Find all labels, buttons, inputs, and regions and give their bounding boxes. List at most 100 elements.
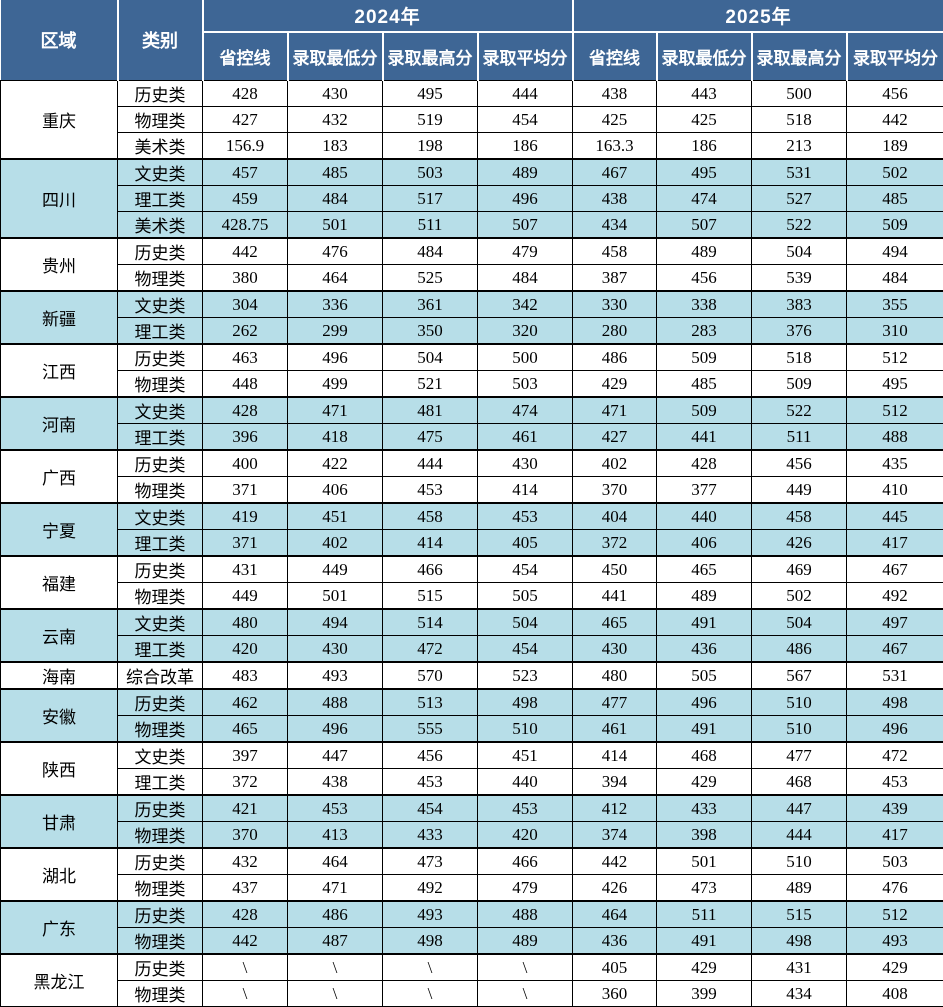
- score-cell: 453: [383, 477, 478, 504]
- score-cell: 442: [203, 928, 288, 955]
- category-cell: 理工类: [118, 636, 203, 663]
- score-cell: 434: [573, 212, 657, 239]
- score-cell: 515: [752, 901, 847, 928]
- score-cell: 509: [847, 212, 943, 239]
- header-metric: 省控线: [573, 32, 657, 81]
- score-cell: 457: [203, 159, 288, 186]
- score-cell: 429: [847, 954, 943, 981]
- header-metric: 录取平均分: [478, 32, 573, 81]
- score-cell: 396: [203, 424, 288, 451]
- score-cell: 481: [383, 397, 478, 424]
- category-cell: 历史类: [118, 848, 203, 875]
- score-cell: 511: [657, 901, 752, 928]
- score-cell: 429: [657, 769, 752, 796]
- score-cell: 487: [288, 928, 383, 955]
- score-cell: 412: [573, 795, 657, 822]
- score-cell: 468: [657, 742, 752, 769]
- score-cell: 501: [288, 583, 383, 610]
- score-cell: 511: [752, 424, 847, 451]
- category-cell: 理工类: [118, 424, 203, 451]
- score-cell: 420: [478, 822, 573, 849]
- score-cell: 503: [383, 159, 478, 186]
- category-cell: 理工类: [118, 530, 203, 557]
- score-cell: 476: [288, 238, 383, 265]
- score-cell: 372: [573, 530, 657, 557]
- score-cell: 464: [288, 848, 383, 875]
- category-cell: 历史类: [118, 344, 203, 371]
- score-cell: 512: [847, 397, 943, 424]
- score-cell: 498: [847, 689, 943, 716]
- score-cell: 480: [203, 609, 288, 636]
- score-cell: 505: [478, 583, 573, 610]
- region-cell: 贵州: [1, 238, 118, 291]
- score-cell: 299: [288, 318, 383, 345]
- score-cell: 480: [573, 662, 657, 689]
- score-cell: 440: [657, 503, 752, 530]
- score-cell: 500: [478, 344, 573, 371]
- score-cell: 444: [752, 822, 847, 849]
- score-cell: 503: [847, 848, 943, 875]
- score-cell: 431: [203, 556, 288, 583]
- score-cell: 431: [752, 954, 847, 981]
- score-cell: 370: [203, 822, 288, 849]
- category-cell: 历史类: [118, 81, 203, 107]
- category-cell: 文史类: [118, 742, 203, 769]
- score-cell: 438: [573, 186, 657, 212]
- score-cell: 433: [657, 795, 752, 822]
- score-cell: 387: [573, 265, 657, 292]
- score-cell: 495: [847, 371, 943, 398]
- score-cell: 507: [657, 212, 752, 239]
- score-cell: 163.3: [573, 133, 657, 160]
- score-cell: 441: [573, 583, 657, 610]
- score-cell: 437: [203, 875, 288, 902]
- score-cell: 406: [288, 477, 383, 504]
- score-cell: 531: [847, 662, 943, 689]
- category-cell: 文史类: [118, 609, 203, 636]
- score-cell: 467: [573, 159, 657, 186]
- score-cell: 433: [383, 822, 478, 849]
- score-cell: 483: [203, 662, 288, 689]
- score-cell: 198: [383, 133, 478, 160]
- score-cell: 189: [847, 133, 943, 160]
- score-cell: 496: [657, 689, 752, 716]
- score-cell: 383: [752, 291, 847, 318]
- score-cell: 489: [657, 583, 752, 610]
- score-cell: 283: [657, 318, 752, 345]
- category-cell: 历史类: [118, 795, 203, 822]
- category-cell: 文史类: [118, 291, 203, 318]
- score-cell: 461: [478, 424, 573, 451]
- score-cell: 510: [478, 716, 573, 743]
- score-cell: 464: [573, 901, 657, 928]
- score-cell: 494: [288, 609, 383, 636]
- score-cell: 496: [288, 716, 383, 743]
- region-cell: 陕西: [1, 742, 118, 795]
- score-cell: 472: [847, 742, 943, 769]
- score-cell: 500: [752, 81, 847, 107]
- category-cell: 文史类: [118, 503, 203, 530]
- score-cell: 444: [478, 81, 573, 107]
- header-year-2025: 2025年: [573, 0, 943, 32]
- score-cell: 360: [573, 981, 657, 1007]
- score-cell: 465: [203, 716, 288, 743]
- score-cell: 474: [657, 186, 752, 212]
- score-cell: 442: [203, 238, 288, 265]
- category-cell: 综合改革: [118, 662, 203, 689]
- score-cell: 183: [288, 133, 383, 160]
- category-cell: 物理类: [118, 716, 203, 743]
- score-cell: 484: [288, 186, 383, 212]
- score-cell: 427: [573, 424, 657, 451]
- region-cell: 新疆: [1, 291, 118, 344]
- score-cell: 463: [203, 344, 288, 371]
- score-cell: 430: [288, 81, 383, 107]
- category-cell: 物理类: [118, 583, 203, 610]
- score-cell: 458: [383, 503, 478, 530]
- score-cell: 310: [847, 318, 943, 345]
